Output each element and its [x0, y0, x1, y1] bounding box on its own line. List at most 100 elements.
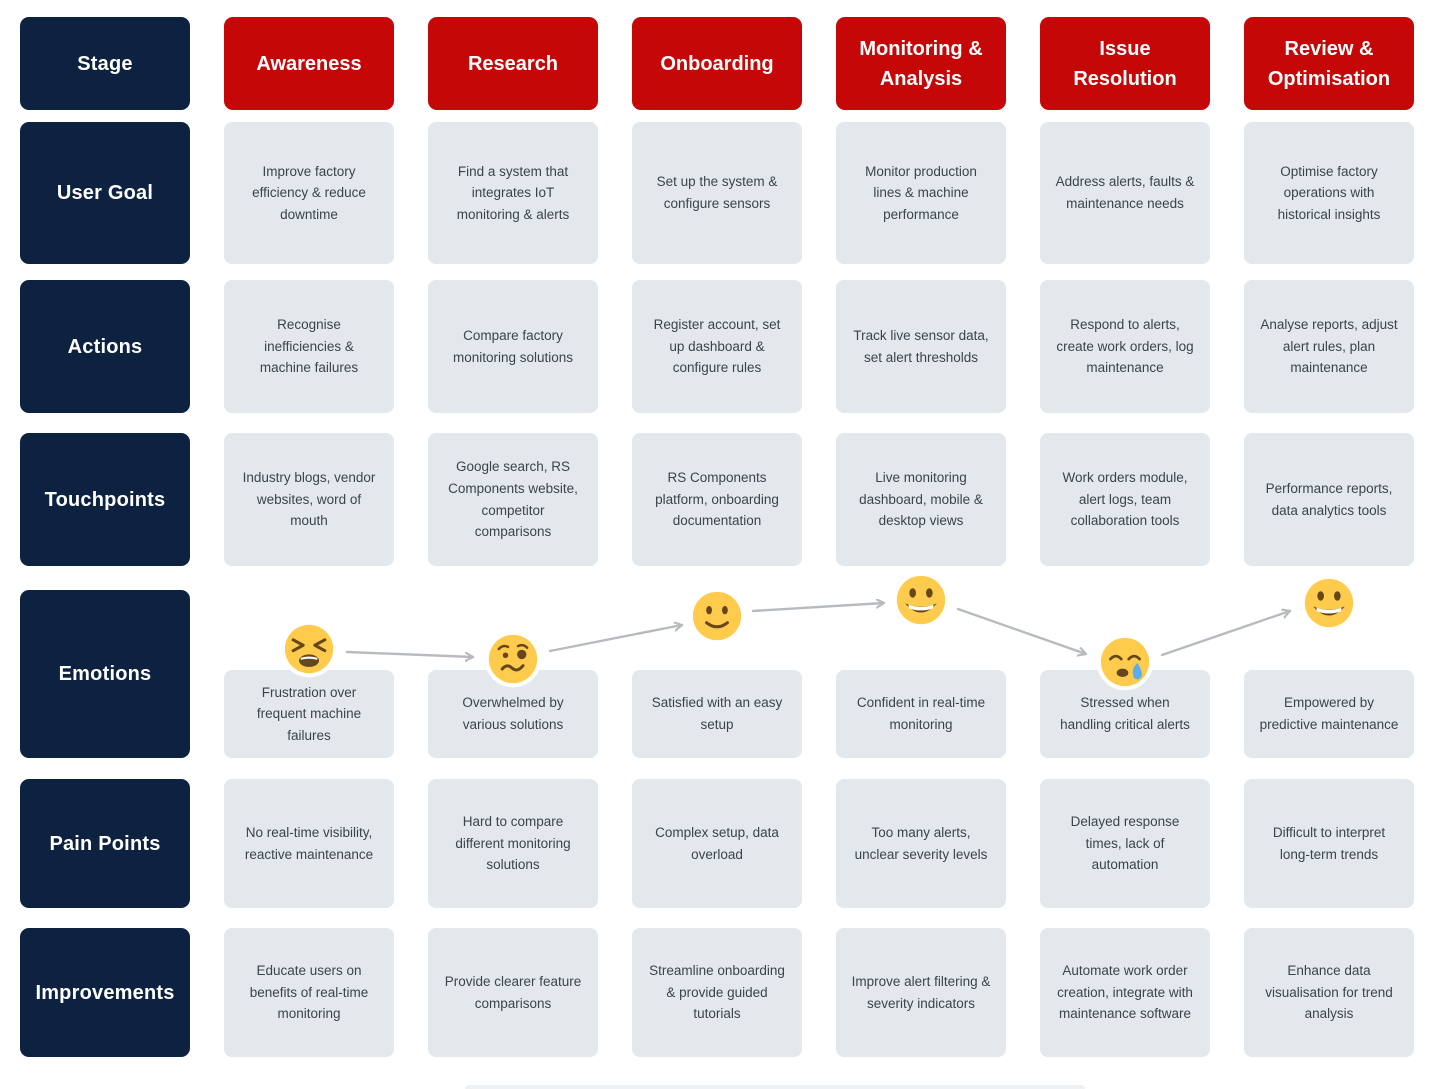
cell-text: Enhance data visualisation for trend ana…: [1265, 963, 1393, 1022]
cell-pain-onboarding: Complex setup, data overload: [632, 779, 802, 908]
cell-touchpoints-issue: Work orders module, alert logs, team col…: [1040, 433, 1210, 566]
cell-emotions-review: Empowered by predictive maintenance: [1244, 670, 1414, 758]
emotions-row: Emotions Frustration over frequent machi…: [20, 590, 1414, 758]
cell-text: Too many alerts, unclear severity levels: [854, 824, 988, 862]
cell-actions-issue: Respond to alerts, create work orders, l…: [1040, 280, 1210, 413]
cell-text: Difficult to interpret long-term trends: [1272, 824, 1386, 862]
cell-text: Stressed when handling critical alerts: [1060, 695, 1190, 732]
cell-text: Educate users on benefits of real-time m…: [249, 963, 369, 1022]
stage-header-label: Onboarding: [660, 52, 774, 75]
cell-user-goal-review: Optimise factory operations with histori…: [1244, 122, 1414, 264]
cell-improve-onboarding: Streamline onboarding & provide guided t…: [632, 928, 802, 1057]
cell-text: Industry blogs, vendor websites, word of…: [242, 470, 376, 529]
cell-text: Monitor production lines & machine perfo…: [865, 163, 977, 222]
touchpoints-row: Touchpoints Industry blogs, vendor websi…: [20, 433, 1414, 566]
cell-text: Satisfied with an easy setup: [651, 695, 783, 732]
cell-improve-research: Provide clearer feature comparisons: [428, 928, 598, 1057]
cell-emotions-issue: Stressed when handling critical alerts: [1040, 670, 1210, 758]
stage-header-awareness: Awareness: [224, 17, 394, 110]
cell-text: Address alerts, faults & maintenance nee…: [1055, 174, 1195, 211]
cell-user-goal-issue: Address alerts, faults & maintenance nee…: [1040, 122, 1210, 264]
cell-emotions-monitoring: Confident in real-time monitoring: [836, 670, 1006, 758]
cell-text: Improve factory efficiency & reduce down…: [252, 163, 366, 222]
cell-improve-awareness: Educate users on benefits of real-time m…: [224, 928, 394, 1057]
row-label-text: Actions: [67, 335, 143, 358]
row-label-text: Emotions: [58, 663, 152, 685]
cell-text: Live monitoring dashboard, mobile & desk…: [859, 470, 983, 529]
actions-row: Actions Recognise inefficiencies & machi…: [20, 280, 1414, 413]
cell-text: Recognise inefficiencies & machine failu…: [259, 317, 359, 376]
cell-touchpoints-awareness: Industry blogs, vendor websites, word of…: [224, 433, 394, 566]
stage-header-label: Awareness: [256, 52, 362, 75]
row-label-touchpoints: Touchpoints: [20, 433, 190, 566]
cell-actions-awareness: Recognise inefficiencies & machine failu…: [224, 280, 394, 413]
row-label-actions: Actions: [20, 280, 190, 413]
cell-pain-research: Hard to compare different monitoring sol…: [428, 779, 598, 908]
cell-pain-monitoring: Too many alerts, unclear severity levels: [836, 779, 1006, 908]
cell-text: Register account, set up dashboard & con…: [653, 317, 781, 376]
cell-text: Performance reports, data analytics tool…: [1265, 480, 1393, 518]
cell-text: Streamline onboarding & provide guided t…: [649, 963, 785, 1022]
cell-text: Find a system that integrates IoT monito…: [456, 163, 570, 222]
cell-text: RS Components platform, onboarding docum…: [655, 470, 779, 529]
corner-header-label: Stage: [77, 52, 133, 75]
cell-text: Hard to compare different monitoring sol…: [455, 814, 571, 873]
cell-touchpoints-onboarding: RS Components platform, onboarding docum…: [632, 433, 802, 566]
cell-text: Provide clearer feature comparisons: [444, 973, 582, 1011]
cell-text: Respond to alerts, create work orders, l…: [1056, 317, 1194, 376]
cell-pain-issue: Delayed response times, lack of automati…: [1040, 779, 1210, 908]
cell-text: Optimise factory operations with histori…: [1277, 163, 1381, 222]
cell-text: Improve alert filtering & severity indic…: [851, 973, 991, 1011]
stage-header-review-optimisation: Review & Optimisation: [1244, 17, 1414, 110]
cell-text: Automate work order creation, integrate …: [1057, 963, 1193, 1022]
cutoff-row-edge: [465, 1085, 1085, 1089]
cell-text: Frustration over frequent machine failur…: [256, 684, 362, 743]
cell-text: No real-time visibility, reactive mainte…: [244, 824, 374, 862]
cell-text: Analyse reports, adjust alert rules, pla…: [1260, 317, 1398, 376]
row-label-improvements: Improvements: [20, 928, 190, 1057]
corner-header-stage: Stage: [20, 17, 190, 110]
cell-text: Complex setup, data overload: [655, 824, 779, 862]
cell-text: Track live sensor data, set alert thresh…: [853, 327, 989, 365]
cell-emotions-awareness: Frustration over frequent machine failur…: [224, 670, 394, 758]
cell-emotions-onboarding: Satisfied with an easy setup: [632, 670, 802, 758]
cell-text: Google search, RS Components website, co…: [448, 459, 578, 540]
cell-improve-issue: Automate work order creation, integrate …: [1040, 928, 1210, 1057]
cell-actions-onboarding: Register account, set up dashboard & con…: [632, 280, 802, 413]
header-row: Stage Awareness Research Onboarding Moni…: [20, 17, 1414, 110]
cell-emotions-research: Overwhelmed by various solutions: [428, 670, 598, 758]
stage-header-onboarding: Onboarding: [632, 17, 802, 110]
row-label-text: User Goal: [56, 182, 154, 204]
cell-user-goal-research: Find a system that integrates IoT monito…: [428, 122, 598, 264]
stage-header-label: Research: [467, 52, 559, 75]
user-goal-row: User Goal Improve factory efficiency & r…: [20, 122, 1414, 264]
row-label-user-goal: User Goal: [20, 122, 190, 264]
row-label-emotions: Emotions: [20, 590, 190, 758]
cell-text: Set up the system & configure sensors: [656, 174, 778, 211]
cell-text: Empowered by predictive maintenance: [1259, 695, 1399, 732]
cell-user-goal-awareness: Improve factory efficiency & reduce down…: [224, 122, 394, 264]
cell-actions-research: Compare factory monitoring solutions: [428, 280, 598, 413]
stage-header-issue-resolution: Issue Resolution: [1040, 17, 1210, 110]
row-label-text: Improvements: [35, 981, 175, 1004]
row-label-pain-points: Pain Points: [20, 779, 190, 908]
cell-improve-review: Enhance data visualisation for trend ana…: [1244, 928, 1414, 1057]
stage-header-label: Monitoring & Analysis: [859, 37, 983, 90]
cell-pain-awareness: No real-time visibility, reactive mainte…: [224, 779, 394, 908]
cell-text: Compare factory monitoring solutions: [452, 327, 574, 365]
cell-actions-review: Analyse reports, adjust alert rules, pla…: [1244, 280, 1414, 413]
cell-text: Work orders module, alert logs, team col…: [1062, 470, 1188, 529]
cell-touchpoints-review: Performance reports, data analytics tool…: [1244, 433, 1414, 566]
stage-header-research: Research: [428, 17, 598, 110]
cell-text: Delayed response times, lack of automati…: [1070, 814, 1180, 873]
cell-pain-review: Difficult to interpret long-term trends: [1244, 779, 1414, 908]
pain-points-row: Pain Points No real-time visibility, rea…: [20, 779, 1414, 908]
cell-text: Overwhelmed by various solutions: [462, 695, 564, 732]
row-label-text: Pain Points: [49, 832, 161, 855]
stage-header-label: Issue Resolution: [1073, 37, 1177, 90]
cell-user-goal-monitoring: Monitor production lines & machine perfo…: [836, 122, 1006, 264]
row-label-text: Touchpoints: [44, 488, 166, 511]
stage-header-monitoring-analysis: Monitoring & Analysis: [836, 17, 1006, 110]
cell-improve-monitoring: Improve alert filtering & severity indic…: [836, 928, 1006, 1057]
